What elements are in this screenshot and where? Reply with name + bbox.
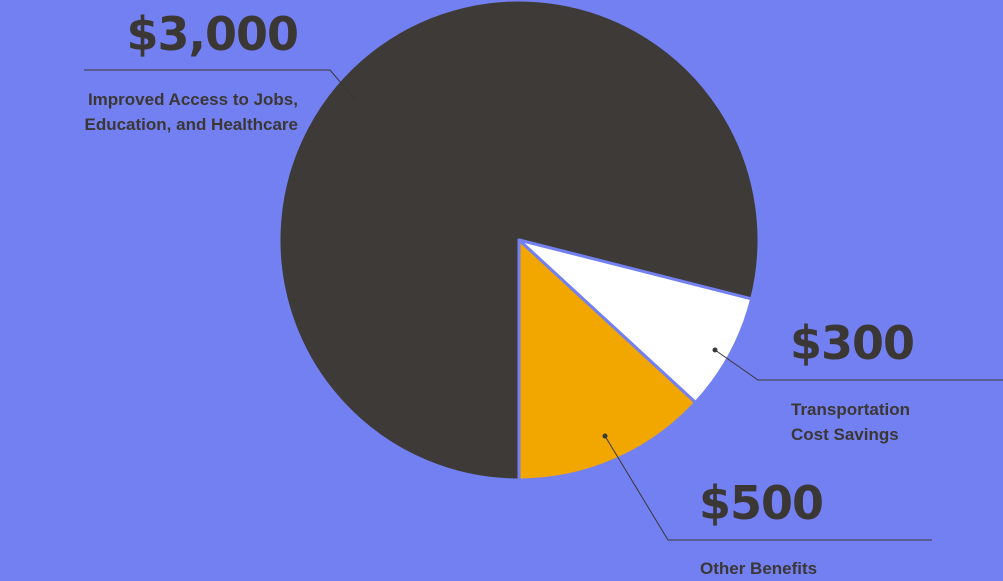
category-label-transport-line1: Transportation (791, 400, 910, 419)
pie-slices (277, 0, 761, 482)
callout-dot-transport (712, 347, 718, 353)
category-label-transport-line2: Cost Savings (791, 425, 899, 444)
pie-slice-transport (517, 238, 754, 405)
callouts: $3,000 Improved Access to Jobs, Educatio… (84, 7, 1003, 578)
category-label-other: Other Benefits (700, 559, 817, 578)
callout-line-improved (84, 69, 355, 99)
value-label-transport: $300 (790, 316, 914, 370)
callout-dot-improved (351, 95, 357, 101)
category-label-improved-line1: Improved Access to Jobs, (88, 90, 298, 109)
value-label-improved: $3,000 (126, 7, 298, 61)
callout-line-other (604, 435, 932, 541)
value-label-other: $500 (699, 476, 823, 530)
pie-slice-other (517, 238, 698, 482)
callout-line-transport (714, 349, 1003, 381)
callout-dot-other (602, 433, 608, 439)
category-label-improved-line2: Education, and Healthcare (85, 115, 299, 134)
